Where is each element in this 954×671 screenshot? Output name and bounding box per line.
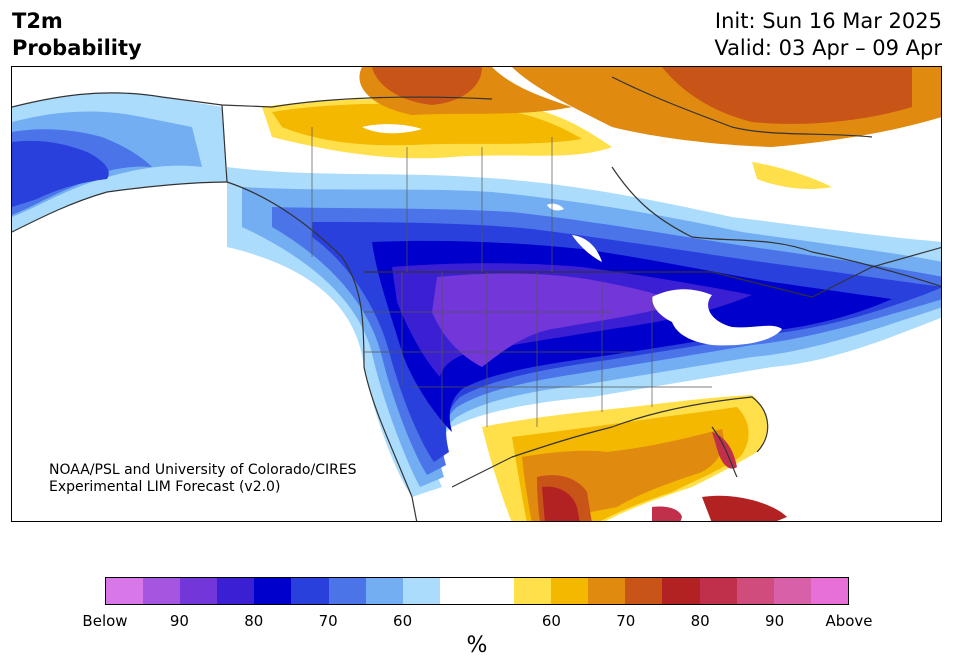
colorbar-swatch [625, 578, 663, 604]
colorbar-swatch [773, 578, 811, 604]
probability-map [12, 67, 941, 521]
above-normal-arctic [262, 67, 941, 190]
colorbar-swatch [365, 578, 403, 604]
forecast-dates: Init: Sun 16 Mar 2025 Valid: 03 Apr – 09… [714, 8, 942, 62]
colorbar-swatch [551, 578, 589, 604]
state-lines [311, 127, 712, 427]
valid-date: Valid: 03 Apr – 09 Apr [714, 36, 942, 60]
colorbar-tick-label: 60 [393, 612, 413, 630]
colorbar-swatch [662, 578, 700, 604]
above-normal-south [482, 395, 787, 521]
colorbar [105, 577, 849, 605]
credit-text: NOAA/PSL and University of Colorado/CIRE… [49, 462, 357, 496]
alaska-shading [12, 92, 227, 232]
colorbar-swatch [328, 578, 366, 604]
colorbar-swatch [402, 578, 440, 604]
map-title: T2m Probability [12, 8, 142, 62]
colorbar-swatch [254, 578, 292, 604]
colorbar-swatch [736, 578, 774, 604]
colorbar-tick-label: Above [825, 612, 873, 630]
colorbar-swatch [810, 578, 848, 604]
colorbar-swatch [588, 578, 626, 604]
colorbar-swatch [217, 578, 255, 604]
colorbar-tick-label: 90 [169, 612, 189, 630]
colorbar-tick-label: 70 [616, 612, 636, 630]
colorbar-unit: % [466, 633, 488, 658]
borders [12, 76, 941, 521]
colorbar-swatch [514, 578, 552, 604]
credit-line-2: Experimental LIM Forecast (v2.0) [49, 479, 281, 495]
colorbar-tick-label: Below [82, 612, 128, 630]
colorbar-swatch [291, 578, 329, 604]
colorbar-ticks: Below 90 80 70 60 60 70 80 90 Above [82, 612, 872, 632]
lakes [362, 124, 782, 346]
colorbar-tick-label: 80 [690, 612, 710, 630]
colorbar-tick-label: 90 [765, 612, 785, 630]
colorbar-swatch [476, 578, 515, 604]
colorbar-tick-label: 60 [541, 612, 561, 630]
colorbar-swatch [439, 578, 477, 604]
colorbar-swatch [180, 578, 218, 604]
colorbar-swatch [143, 578, 181, 604]
map-panel: NOAA/PSL and University of Colorado/CIRE… [11, 66, 942, 522]
init-date: Init: Sun 16 Mar 2025 [714, 9, 942, 33]
credit-line-1: NOAA/PSL and University of Colorado/CIRE… [49, 462, 357, 478]
below-normal-shading [227, 167, 941, 497]
colorbar-tick-label: 70 [318, 612, 338, 630]
colorbar-tick-label: 80 [244, 612, 264, 630]
title-line-1: T2m [12, 9, 63, 33]
colorbar-swatch [106, 578, 144, 604]
colorbar-swatch [699, 578, 737, 604]
title-line-2: Probability [12, 36, 142, 60]
